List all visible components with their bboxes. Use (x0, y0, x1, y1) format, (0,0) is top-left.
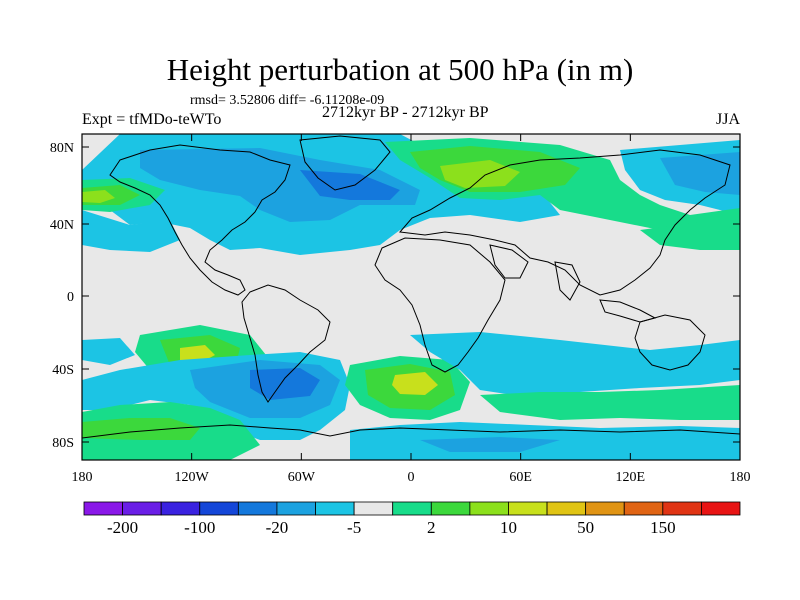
coastline-arabia (489, 244, 529, 279)
field-region (640, 222, 740, 250)
colorbar-swatch (701, 501, 741, 516)
colorbar-label: -5 (347, 518, 361, 537)
colorbar-swatch (469, 501, 509, 516)
colorbar-swatch (662, 501, 702, 516)
season-label: JJA (716, 111, 741, 128)
lat-label: 40N (50, 218, 74, 233)
longitude-axis: 180 120W 60W 0 60E 120E 180 (72, 134, 751, 485)
colorbar: -200 -100 -20 -5 2 10 50 150 (83, 501, 741, 537)
lon-label: 120W (175, 470, 210, 485)
colorbar-label: 150 (650, 518, 676, 537)
colorbar-swatch (392, 501, 432, 516)
field-region (410, 332, 740, 396)
field-plot (82, 134, 740, 460)
colorbar-swatch (276, 501, 316, 516)
field-region (420, 437, 560, 452)
latitude-axis: 80N 40N 0 40S 80S (50, 141, 740, 451)
field-region (250, 368, 320, 400)
field-region (660, 152, 740, 195)
colorbar-swatch (83, 501, 123, 516)
coastline-south-america (241, 284, 331, 403)
colorbar-swatch (315, 501, 355, 516)
colorbar-swatch (585, 501, 625, 516)
lon-label: 0 (408, 470, 415, 485)
field-region (82, 190, 115, 203)
field-region (480, 385, 740, 420)
lat-label: 80S (52, 436, 74, 451)
colorbar-swatch (430, 501, 471, 516)
colorbar-swatch (353, 501, 394, 516)
lat-label: 80N (50, 141, 74, 156)
lon-label: 60E (509, 470, 532, 485)
field-region (300, 170, 400, 200)
field-region (350, 212, 395, 236)
experiment-label: Expt = tfMDo-teWTo (82, 111, 222, 128)
field-region (82, 338, 135, 365)
coastlines (82, 135, 740, 439)
lon-label: 60W (288, 470, 316, 485)
colorbar-label: 50 (577, 518, 594, 537)
coastline-australia (634, 314, 706, 371)
rmsd-stats: rmsd= 3.52806 diff= -6.11208e-09 (190, 93, 385, 108)
colorbar-swatch (160, 501, 201, 516)
colorbar-swatch (237, 501, 278, 516)
colorbar-swatch (623, 501, 664, 516)
coastline-africa (374, 237, 506, 373)
coastline-india (554, 261, 581, 301)
lon-label: 120E (616, 470, 646, 485)
field-region (140, 148, 420, 222)
coastline-north-america (109, 144, 291, 296)
coastline-eurasia (399, 149, 731, 296)
colorbar-label: -200 (107, 518, 138, 537)
colorbar-label: 2 (427, 518, 436, 537)
coastline-antarctica (82, 424, 740, 439)
colorbar-swatch (508, 501, 548, 516)
colorbar-label: -20 (266, 518, 289, 537)
colorbar-label: 10 (500, 518, 517, 537)
period-label: 2712kyr BP - 2712kyr BP (322, 104, 489, 121)
colorbar-swatch (546, 501, 587, 516)
lon-label: 180 (72, 470, 93, 485)
field-region (82, 210, 180, 252)
map-title: Height perturbation at 500 hPa (in m) (166, 52, 634, 87)
lon-label: 180 (730, 470, 751, 485)
lat-label: 40S (52, 363, 74, 378)
field-region (392, 372, 438, 395)
lat-label: 0 (67, 290, 74, 305)
colorbar-swatch (199, 501, 239, 516)
field-region (440, 160, 520, 188)
coastline-greenland (299, 135, 391, 191)
colorbar-swatch (122, 501, 162, 516)
colorbar-label: -100 (184, 518, 215, 537)
